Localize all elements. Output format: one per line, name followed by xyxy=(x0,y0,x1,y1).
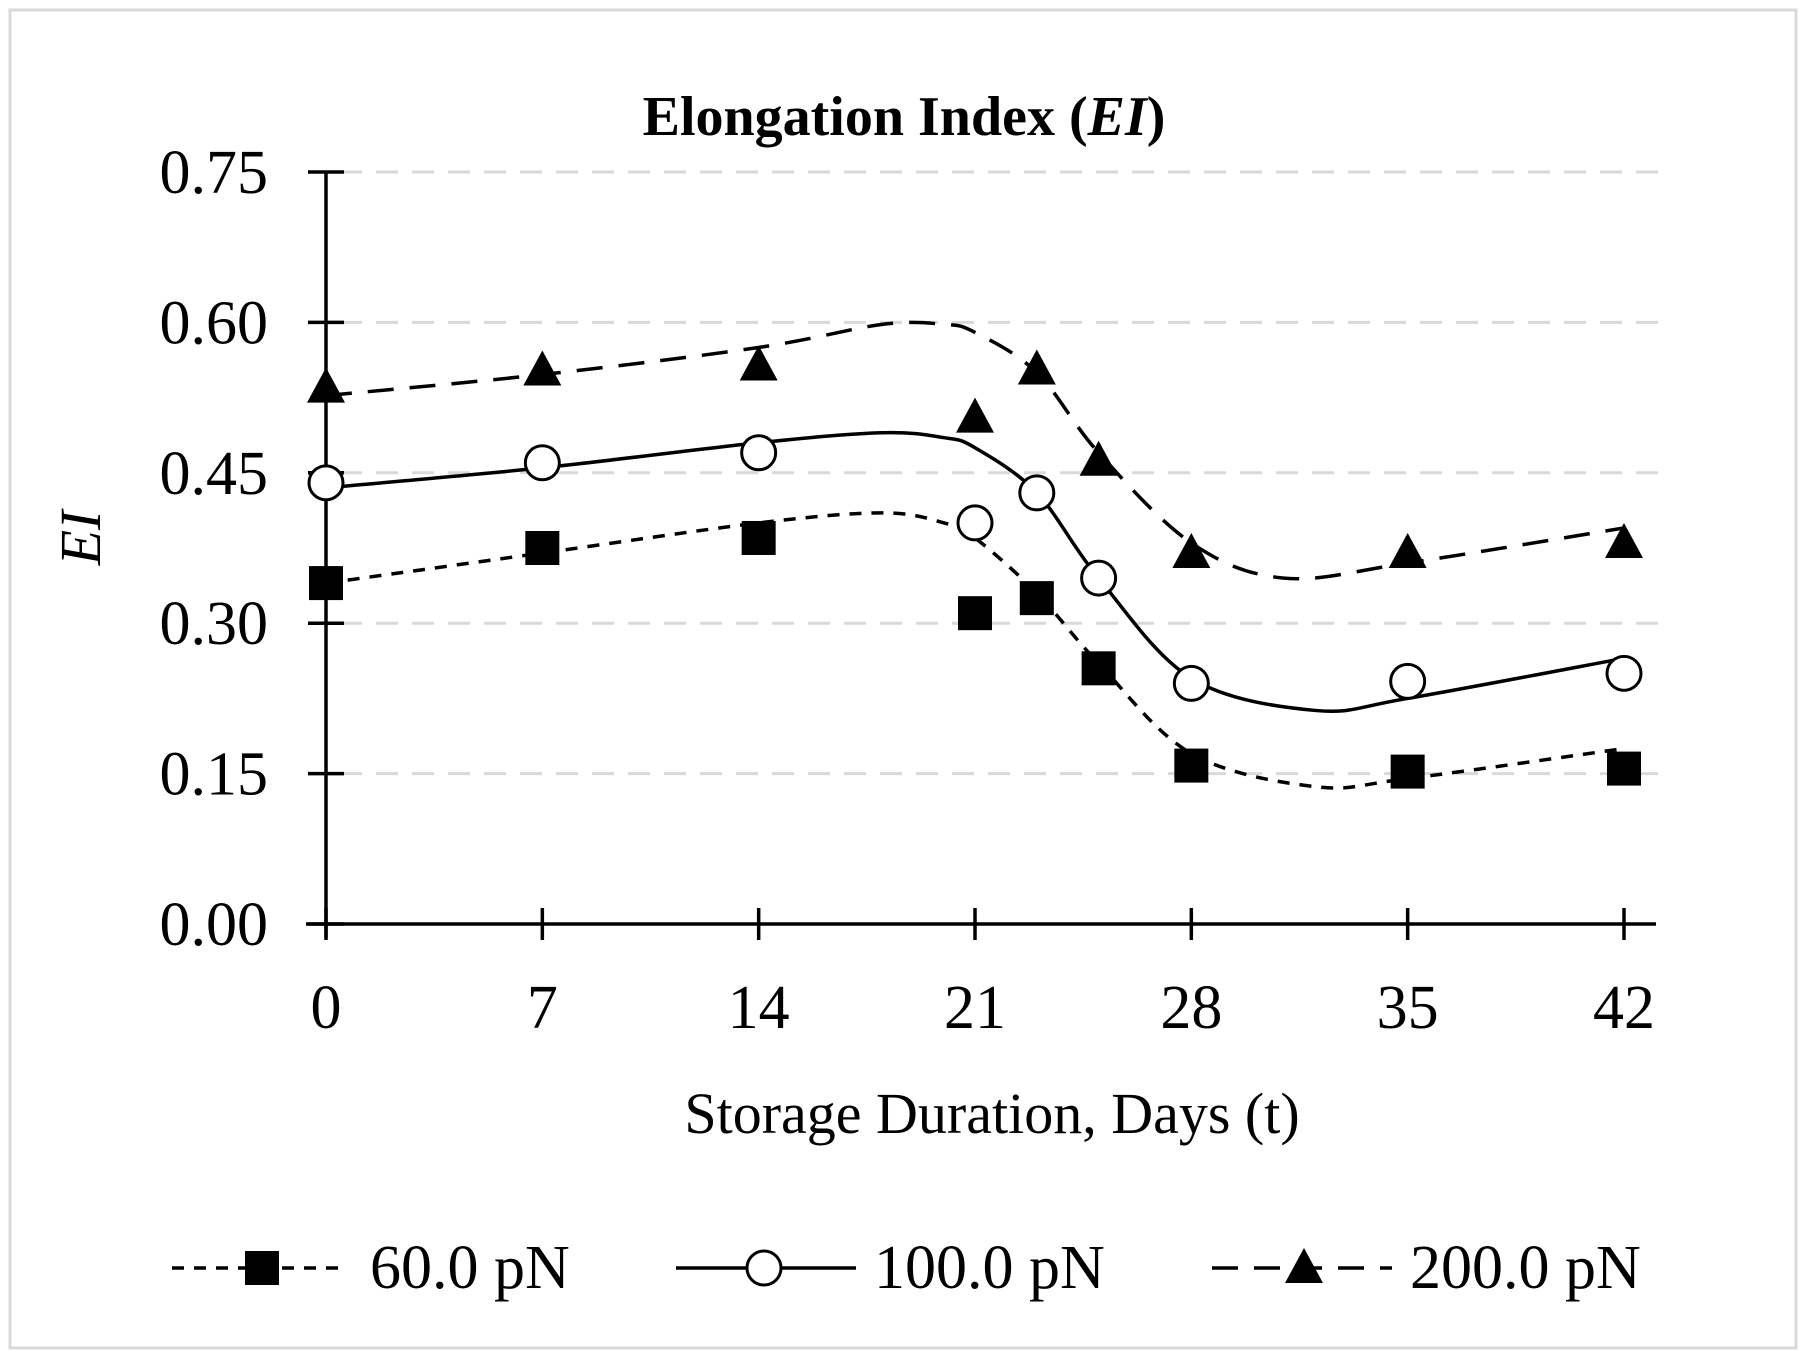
trend-line-triangle xyxy=(325,320,1625,581)
data-point-triangle xyxy=(1079,440,1118,476)
legend: 60.0 pN 100.0 pN 200.0 pN xyxy=(172,1234,1641,1302)
chart-title: Elongation Index (EI) xyxy=(643,86,1166,148)
legend-label: 60.0 pN xyxy=(370,1234,570,1302)
data-point-triangle xyxy=(1017,349,1056,385)
data-point-circle xyxy=(523,444,561,482)
x-tick-label: 28 xyxy=(1160,974,1222,1042)
legend-label: 200.0 pN xyxy=(1410,1234,1641,1302)
data-point-square xyxy=(1081,651,1116,686)
data-point-circle xyxy=(1605,654,1643,692)
data-point-square xyxy=(525,531,560,565)
legend-item: 200.0 pN xyxy=(1212,1234,1641,1302)
data-point-square xyxy=(741,520,776,555)
data-point-triangle xyxy=(1172,533,1211,569)
x-tick-label: 7 xyxy=(527,974,558,1042)
legend-item: 100.0 pN xyxy=(676,1234,1105,1302)
y-tick-labels: 0.00 0.15 0.30 0.45 0.60 0.75 xyxy=(160,139,269,959)
data-point-circle xyxy=(1172,664,1210,702)
data-point-circle xyxy=(1080,559,1118,597)
data-point-square xyxy=(1019,581,1054,616)
data-point-circle xyxy=(307,464,345,502)
y-tick-label: 0.45 xyxy=(160,440,269,508)
x-tick-label: 14 xyxy=(728,974,790,1042)
trend-line-circle xyxy=(325,430,1625,714)
axes xyxy=(306,170,1656,940)
data-point-square xyxy=(1607,751,1641,786)
data-point-triangle xyxy=(1388,533,1427,569)
legend-label: 100.0 pN xyxy=(874,1234,1105,1302)
data-point-circle xyxy=(740,434,778,472)
data-point-circle xyxy=(1389,662,1427,700)
series-circle xyxy=(307,430,1643,714)
data-point-circle xyxy=(1018,474,1056,512)
x-tick-label: 35 xyxy=(1377,974,1439,1042)
x-tick-labels: 0 7 14 21 28 35 42 xyxy=(311,974,1656,1042)
y-tick-label: 0.60 xyxy=(160,289,269,357)
x-tick-label: 21 xyxy=(944,974,1006,1042)
data-point-triangle xyxy=(739,345,778,381)
chart-title-italic: EI xyxy=(1087,86,1149,148)
legend-marker-circle xyxy=(745,1249,783,1287)
series xyxy=(307,320,1643,790)
legend-marker-square xyxy=(245,1251,279,1285)
data-point-triangle xyxy=(307,367,345,403)
chart-title-close: ) xyxy=(1147,86,1166,148)
y-axis-title: EI xyxy=(48,508,113,566)
chart-frame xyxy=(8,8,1798,1350)
y-tick-label: 0.75 xyxy=(160,139,269,207)
data-point-square xyxy=(1390,754,1425,789)
y-tick-label: 0.30 xyxy=(160,590,269,658)
data-point-triangle xyxy=(956,397,994,433)
data-point-square xyxy=(958,596,992,631)
data-point-triangle xyxy=(1605,522,1643,558)
data-point-circle xyxy=(956,504,994,542)
legend-item: 60.0 pN xyxy=(172,1234,570,1302)
series-square xyxy=(309,511,1641,790)
y-tick-label: 0.00 xyxy=(160,891,269,959)
x-tick-label: 0 xyxy=(311,974,342,1042)
x-tick-label: 42 xyxy=(1593,974,1655,1042)
data-point-triangle xyxy=(523,350,562,386)
chart-title-main: Elongation Index ( xyxy=(643,86,1088,148)
y-tick-label: 0.15 xyxy=(160,741,269,809)
x-axis-title: Storage Duration, Days (t) xyxy=(684,1081,1299,1146)
legend-marker-triangle xyxy=(1285,1248,1323,1283)
series-triangle xyxy=(307,320,1643,581)
data-point-square xyxy=(1174,748,1209,783)
data-point-square xyxy=(309,566,343,601)
